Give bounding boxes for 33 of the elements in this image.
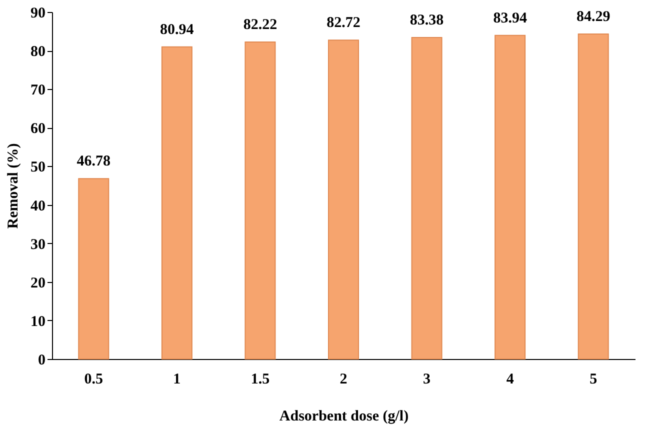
bar	[244, 41, 276, 360]
x-axis-title: Adsorbent dose (g/l)	[279, 408, 409, 424]
data-label: 80.94	[160, 22, 194, 38]
bar	[578, 34, 609, 360]
y-tick-label: 90	[30, 6, 46, 22]
x-tick-label: 0.5	[84, 372, 104, 388]
x-tick-label: 3	[423, 372, 431, 388]
y-tick-label: 30	[30, 236, 46, 253]
data-label: 83.94	[493, 10, 528, 26]
y-axis-title: Removal (%)	[6, 143, 22, 229]
data-label: 84.29	[576, 9, 610, 26]
x-tick-label: 1	[173, 372, 181, 388]
y-tick-label: 60	[30, 121, 46, 138]
x-tick-label: 5	[590, 372, 598, 388]
y-tick-label: 80	[30, 44, 46, 60]
y-tick-label: 20	[30, 275, 46, 292]
x-tick-label: 4	[506, 372, 514, 388]
bar	[78, 178, 110, 360]
y-tick-label: 10	[30, 314, 46, 330]
bar	[411, 37, 442, 360]
data-label: 82.72	[326, 15, 360, 32]
bar	[161, 46, 192, 360]
y-tick-label: 70	[30, 82, 46, 99]
bar	[494, 34, 526, 360]
data-label: 46.78	[76, 154, 111, 170]
x-tick-label: 1.5	[250, 372, 270, 388]
data-label: 83.38	[410, 12, 444, 29]
y-tick-label: 0	[38, 352, 46, 368]
data-label: 82.22	[243, 16, 278, 33]
bar	[328, 40, 359, 360]
x-tick-label: 2	[340, 372, 348, 388]
y-tick-label: 40	[30, 198, 46, 214]
y-tick-label: 50	[30, 160, 46, 176]
